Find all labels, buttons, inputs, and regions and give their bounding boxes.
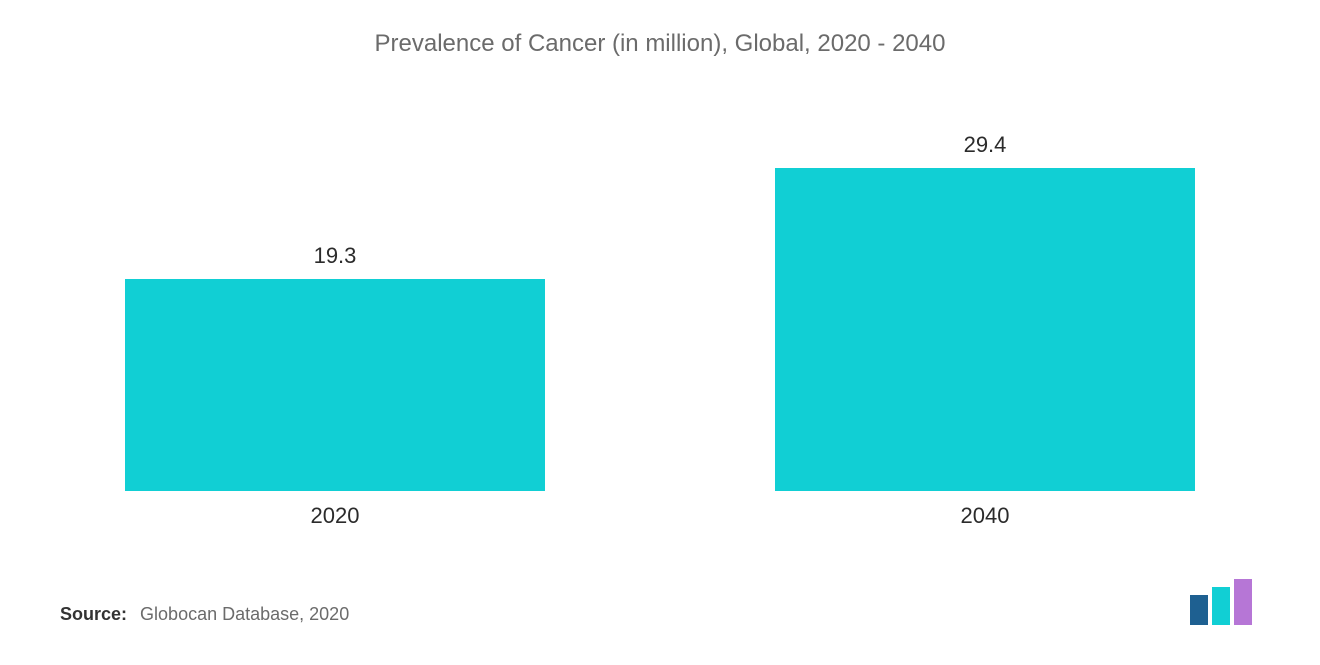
source-text: Globocan Database, 2020: [140, 604, 349, 624]
chart-container: Prevalence of Cancer (in million), Globa…: [0, 0, 1320, 665]
bar-label-0: 2020: [311, 503, 360, 529]
chart-title: Prevalence of Cancer (in million), Globa…: [50, 30, 1270, 58]
chart-plot-area: 19.3 2020 29.4 2040: [50, 68, 1270, 529]
bar-label-1: 2040: [961, 503, 1010, 529]
bar-group-0: 19.3 2020: [125, 243, 545, 529]
source-label: Source:: [60, 604, 127, 624]
chart-footer: Source: Globocan Database, 2020: [50, 579, 1270, 625]
brand-logo-icon: [1190, 579, 1260, 625]
bar-value-1: 29.4: [964, 132, 1007, 158]
bar-1: [775, 168, 1195, 491]
bar-value-0: 19.3: [314, 243, 357, 269]
bar-group-1: 29.4 2040: [775, 132, 1195, 529]
source-line: Source: Globocan Database, 2020: [60, 604, 349, 625]
bar-0: [125, 279, 545, 491]
